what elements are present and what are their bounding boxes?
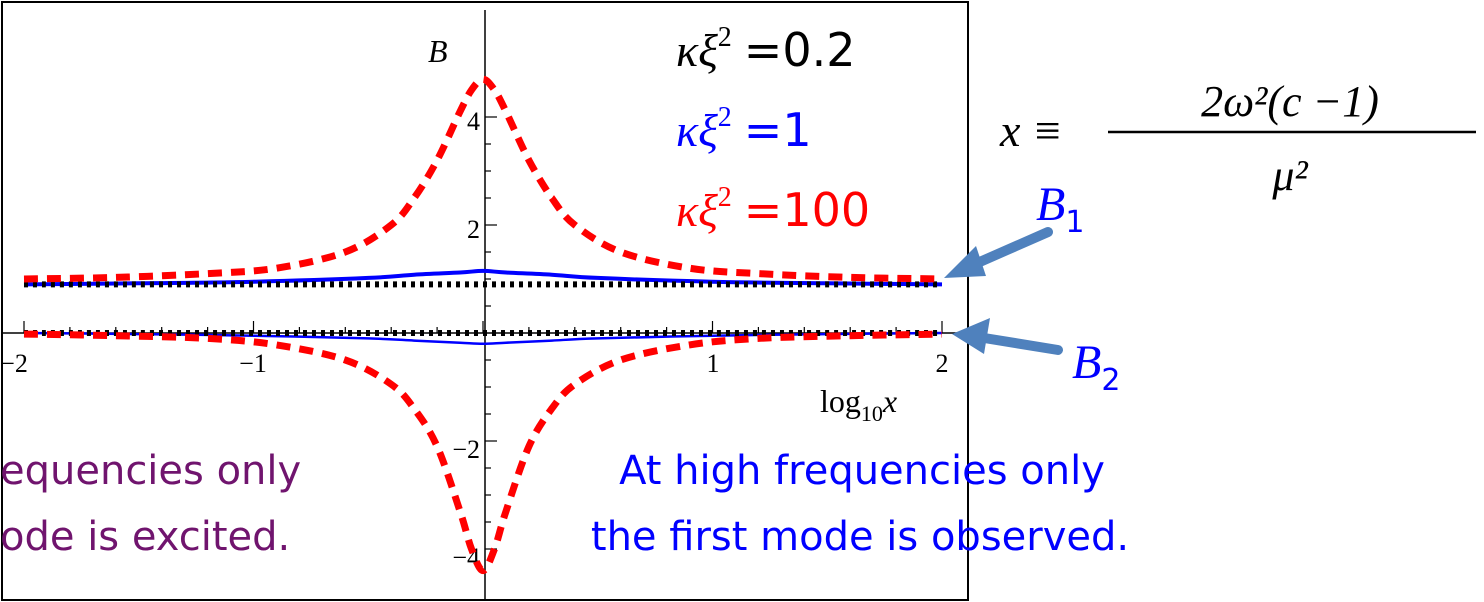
x-axis-label-sub: 10	[861, 401, 883, 426]
right-note-line2: the first mode is observed.	[591, 514, 1129, 560]
legend-entry-black: κξ2 =0.2	[676, 22, 855, 77]
y-axis-label: B	[428, 33, 448, 69]
x-axis-label-var: x	[882, 383, 897, 419]
mode-label-b2: B2	[1072, 336, 1120, 398]
right-note-line1: At high frequencies only	[619, 448, 1105, 494]
arrow-b2	[952, 318, 1063, 355]
y-tick-label: −2	[452, 435, 480, 464]
series-group	[23, 75, 943, 575]
y-tick-label: 2	[467, 215, 480, 244]
formula-lhs: x ≡	[999, 105, 1063, 156]
x-axis-label-base: log	[820, 383, 861, 419]
formula-denominator: μ²	[1271, 151, 1308, 200]
legend-entry-blue: κξ2 =1	[676, 102, 812, 157]
x-axis-label: log10x	[820, 383, 897, 426]
x-tick-label: −1	[239, 349, 267, 378]
left-note-line2: ode is excited.	[0, 514, 290, 560]
x-tick-label: −2	[0, 349, 28, 378]
x-tick-label: 1	[707, 349, 720, 378]
formula-numerator: 2ω²(c −1)	[1201, 77, 1379, 126]
arrow-b1	[944, 227, 1053, 278]
x-definition-formula: x ≡ 2ω²(c −1) μ²	[999, 77, 1476, 200]
y-tick-label: 4	[467, 107, 480, 136]
legend-entry-red: κξ2 =100	[676, 182, 870, 237]
x-tick-label: 2	[936, 349, 949, 378]
mode-label-b1: B1	[1036, 178, 1084, 240]
left-note-line1: equencies only	[0, 448, 301, 494]
series-line-k100-b2	[23, 330, 943, 575]
